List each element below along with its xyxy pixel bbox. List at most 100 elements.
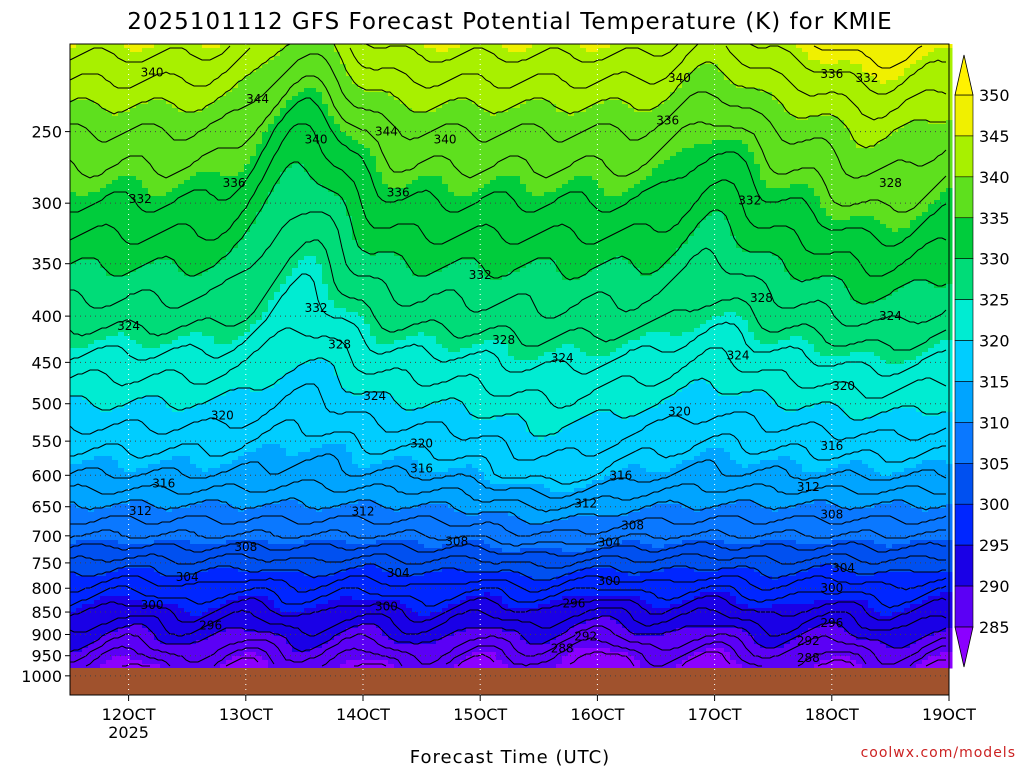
field-cell [196,584,203,589]
field-cell [202,372,209,377]
field-cell [70,336,77,341]
field-cell [190,128,197,133]
field-cell [76,404,83,409]
field-cell [112,608,119,613]
field-cell [196,428,203,433]
field-cell [118,204,125,209]
field-cell [172,64,179,69]
field-cell [178,108,185,113]
field-cell [172,364,179,369]
field-cell [190,440,197,445]
field-cell [166,428,173,433]
field-cell [148,400,155,405]
field-cell [238,528,245,533]
field-cell [196,328,203,333]
field-cell [118,604,125,609]
field-cell [250,316,257,321]
field-cell [196,480,203,485]
field-cell [130,452,137,457]
field-cell [136,112,143,117]
field-cell [100,652,107,657]
field-cell [250,376,257,381]
field-cell [166,80,173,85]
field-cell [88,604,95,609]
field-cell [190,652,197,657]
field-cell [142,272,149,277]
field-cell [82,212,89,217]
field-cell [130,600,137,605]
field-cell [106,596,113,601]
field-cell [154,280,161,285]
field-cell [70,420,77,425]
field-cell [256,160,263,165]
field-cell [154,268,161,273]
field-cell [160,148,167,153]
field-cell [196,460,203,465]
field-cell [190,364,197,369]
field-cell [172,608,179,613]
field-cell [130,420,137,425]
field-cell [88,656,95,661]
field-cell [88,452,95,457]
field-cell [130,148,137,153]
field-cell [184,504,191,509]
field-cell [130,72,137,77]
field-cell [76,492,83,497]
field-cell [238,296,245,301]
field-cell [124,360,131,365]
field-cell [202,416,209,421]
field-cell [148,160,155,165]
field-cell [184,628,191,633]
field-cell [208,168,215,173]
field-cell [250,456,257,461]
field-cell [202,220,209,225]
field-cell [154,568,161,573]
field-cell [130,76,137,81]
field-cell [106,632,113,637]
field-cell [94,584,101,589]
field-cell [214,140,221,145]
field-cell [184,644,191,649]
field-cell [94,556,101,561]
field-cell [172,468,179,473]
field-cell [118,212,125,217]
field-cell [136,280,143,285]
field-cell [88,424,95,429]
field-cell [136,324,143,329]
field-cell [232,660,239,665]
field-cell [166,592,173,597]
field-cell [148,268,155,273]
field-cell [100,396,107,401]
field-cell [220,176,227,181]
field-cell [76,448,83,453]
field-cell [94,60,101,65]
field-cell [244,88,251,93]
field-cell [172,160,179,165]
field-cell [118,228,125,233]
field-cell [136,516,143,521]
field-cell [178,424,185,429]
field-cell [208,428,215,433]
field-cell [208,572,215,577]
field-cell [94,416,101,421]
field-cell [118,140,125,145]
field-cell [148,216,155,221]
field-cell [238,232,245,237]
field-cell [124,416,131,421]
field-cell [130,628,137,633]
field-cell [208,204,215,209]
field-cell [136,124,143,129]
field-cell [178,632,185,637]
field-cell [106,272,113,277]
field-cell [112,108,119,113]
field-cell [256,168,263,173]
field-cell [256,236,263,241]
field-cell [142,364,149,369]
field-cell [196,512,203,517]
field-cell [172,328,179,333]
field-cell [184,612,191,617]
field-cell [172,124,179,129]
field-cell [190,72,197,77]
field-cell [244,580,251,585]
field-cell [136,508,143,513]
